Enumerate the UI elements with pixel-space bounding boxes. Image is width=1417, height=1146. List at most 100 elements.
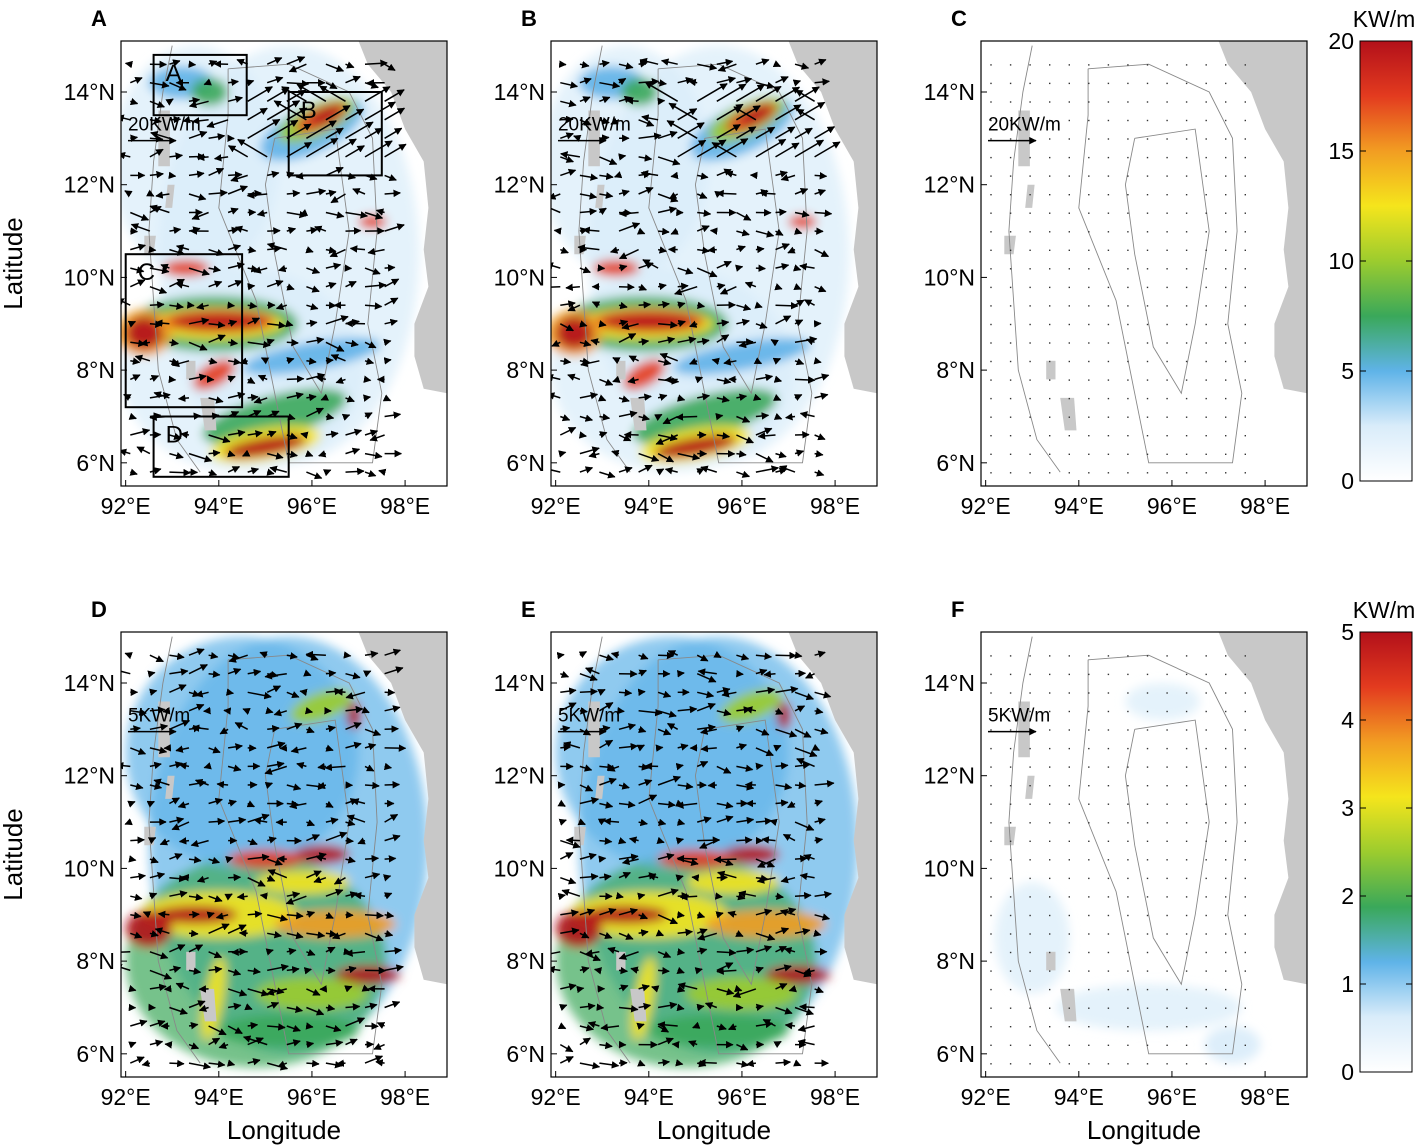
flux-arrow (286, 226, 297, 235)
flux-arrow (130, 893, 143, 901)
flux-arrow (364, 127, 383, 139)
flux-arrow (345, 691, 366, 700)
flux-dot (1225, 1007, 1227, 1009)
flux-arrow (121, 963, 131, 972)
lat-tick-label: 12°N (494, 763, 545, 789)
flux-vectors (551, 650, 835, 1070)
flux-arrow (579, 207, 598, 216)
lat-tick-label: 10°N (64, 855, 115, 881)
flux-arrow (618, 723, 637, 731)
flux-arrow (700, 744, 717, 753)
flux-arrow (286, 1024, 301, 1033)
flux-arrow (775, 142, 800, 158)
flux-arrow (364, 211, 384, 220)
flux-dot (1029, 951, 1031, 954)
flux-arrow (736, 434, 754, 444)
flux-arrow (598, 855, 607, 863)
flux-dot (1049, 305, 1051, 307)
flux-arrow (383, 762, 393, 771)
flux-arrow (266, 242, 288, 251)
flux-arrow (814, 58, 827, 66)
flux-blob (1204, 1026, 1261, 1064)
flux-dot (1127, 435, 1129, 437)
flux-arrow (153, 391, 170, 399)
flux-dot (1205, 710, 1207, 713)
flux-dot (1127, 1044, 1129, 1046)
flux-arrow (325, 831, 348, 842)
flux-dot (1146, 138, 1149, 140)
colorbar-tick-label: 0 (1341, 1059, 1354, 1085)
flux-arrow (169, 797, 180, 805)
flux-arrow (188, 944, 204, 953)
lat-tick-label: 12°N (64, 172, 115, 198)
flux-dot (1225, 970, 1227, 972)
flux-arrow (759, 189, 776, 198)
flux-dot (1225, 692, 1227, 694)
flux-dot (1088, 1063, 1090, 1065)
flux-dot (1049, 249, 1051, 251)
flux-dot (1166, 1026, 1168, 1028)
flux-arrow (676, 670, 685, 678)
flux-dot (1166, 673, 1168, 676)
flux-dot (1068, 119, 1070, 122)
flux-blob (310, 105, 341, 125)
flux-dot (1244, 970, 1246, 972)
flux-arrow (364, 781, 380, 790)
flux-dot (1146, 673, 1149, 676)
flux-dot (1127, 249, 1129, 251)
flux-dot (1244, 231, 1246, 233)
flux-dot (990, 988, 992, 991)
flux-dot (990, 453, 992, 455)
flux-dot (990, 840, 992, 842)
flux-arrow (203, 762, 212, 770)
flux-arrow (325, 189, 337, 197)
flux-arrow (227, 95, 244, 103)
flux-arrow (697, 63, 718, 71)
flux-dot (1185, 1044, 1188, 1046)
flux-arrow (286, 911, 304, 920)
flux-arrow (794, 669, 807, 678)
flux-arrow (364, 911, 384, 920)
flux-dot (990, 822, 992, 824)
flux-arrow (234, 225, 248, 233)
flux-arrow (696, 761, 709, 768)
flux-arrow (795, 89, 815, 102)
flux-arrow (384, 107, 406, 121)
flux-dot (1244, 138, 1246, 140)
flux-dot (1185, 988, 1188, 991)
flux-blob (555, 636, 789, 869)
flux-dot (1107, 194, 1110, 196)
flux-arrow (384, 63, 396, 72)
lat-tick-label: 10°N (494, 855, 545, 881)
flux-arrow (136, 446, 151, 455)
flux-arrow (150, 131, 170, 140)
flux-dot (1225, 673, 1227, 676)
lat-tick-label: 14°N (494, 79, 545, 105)
flux-dot (1009, 1007, 1012, 1009)
flux-arrow (325, 357, 334, 365)
flux-arrow (227, 319, 238, 327)
flux-arrow (754, 301, 763, 309)
flux-arrow (267, 170, 280, 178)
flux-arrow (775, 651, 797, 660)
flux-arrow (336, 1059, 346, 1067)
flux-dot (1049, 914, 1051, 917)
flux-arrow (675, 413, 698, 421)
flux-arrow (384, 174, 397, 182)
flux-arrow (794, 705, 806, 713)
map-background (981, 41, 1307, 486)
flux-arrow (346, 814, 366, 823)
flux-dot (1009, 453, 1012, 455)
flux-dot (1088, 138, 1090, 140)
flux-arrow (579, 320, 588, 328)
panel-letter: C (951, 6, 967, 31)
flux-arrow (267, 1023, 286, 1031)
flux-arrow (657, 775, 682, 786)
flux-arrow (264, 765, 288, 775)
flux-arrow (247, 282, 256, 291)
flux-dot (1205, 360, 1207, 363)
flux-arrow (121, 670, 131, 675)
flux-dot (1029, 435, 1031, 437)
flux-arrow (306, 393, 317, 402)
flux-arrow (796, 108, 815, 121)
